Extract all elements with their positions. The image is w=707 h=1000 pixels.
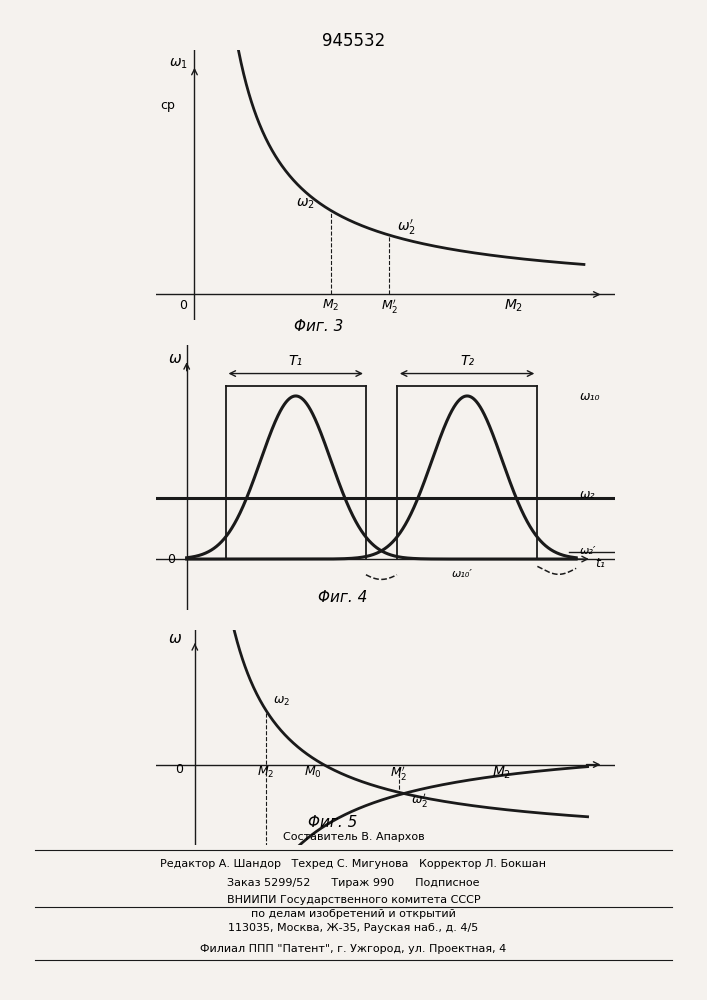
Text: Φиг. 4: Φиг. 4 — [317, 590, 367, 605]
Text: Составитель В. Апархов: Составитель В. Апархов — [283, 832, 424, 842]
Text: cp: cp — [160, 99, 175, 112]
Text: ω: ω — [169, 631, 182, 646]
Text: T₂: T₂ — [460, 354, 474, 368]
Text: Φиг. 3: Φиг. 3 — [294, 319, 344, 334]
Text: 0: 0 — [175, 763, 183, 776]
Text: $\omega_2'$: $\omega_2'$ — [397, 218, 416, 237]
Text: t₁: t₁ — [595, 557, 605, 570]
Text: Φиг. 5: Φиг. 5 — [308, 815, 357, 830]
Text: $M_2'$: $M_2'$ — [380, 297, 398, 315]
Text: Редактор А. Шандор   Техред С. Мигунова   Корректор Л. Бокшан: Редактор А. Шандор Техред С. Мигунова Ко… — [160, 859, 547, 869]
Text: ВНИИПИ Государственного комитета СССР: ВНИИПИ Государственного комитета СССР — [227, 895, 480, 905]
Text: T₁: T₁ — [288, 354, 303, 368]
Text: $\omega_2$: $\omega_2$ — [296, 196, 315, 211]
Text: ω₁₀′: ω₁₀′ — [452, 569, 472, 579]
Text: ω₂′: ω₂′ — [580, 546, 597, 556]
Text: $M_2$: $M_2$ — [504, 297, 523, 314]
Text: $M_2'$: $M_2'$ — [390, 764, 408, 782]
Text: $M_2$: $M_2$ — [257, 765, 274, 780]
Text: $M_2$: $M_2$ — [491, 764, 510, 781]
Text: ω: ω — [169, 351, 182, 366]
Text: 945532: 945532 — [322, 32, 385, 50]
Text: $\omega_1$: $\omega_1$ — [170, 57, 188, 71]
Text: 113035, Москва, Ж-35, Рауская наб., д. 4/5: 113035, Москва, Ж-35, Рауская наб., д. 4… — [228, 923, 479, 933]
Text: по делам изобретений и открытий: по делам изобретений и открытий — [251, 909, 456, 919]
Text: $M_0$: $M_0$ — [304, 765, 322, 780]
Text: $M_2$: $M_2$ — [322, 298, 339, 313]
Text: Заказ 5299/52      Тираж 990      Подписное: Заказ 5299/52 Тираж 990 Подписное — [227, 878, 480, 888]
Text: 0: 0 — [167, 553, 175, 566]
Text: 0: 0 — [179, 299, 187, 312]
Text: ω₁₀: ω₁₀ — [580, 390, 600, 403]
Text: $\omega_2$: $\omega_2$ — [274, 695, 291, 708]
Text: ω₂: ω₂ — [580, 488, 595, 501]
Text: Филиал ППП "Патент", г. Ужгород, ул. Проектная, 4: Филиал ППП "Патент", г. Ужгород, ул. Про… — [200, 944, 507, 954]
Text: $\omega_2'$: $\omega_2'$ — [411, 791, 428, 809]
